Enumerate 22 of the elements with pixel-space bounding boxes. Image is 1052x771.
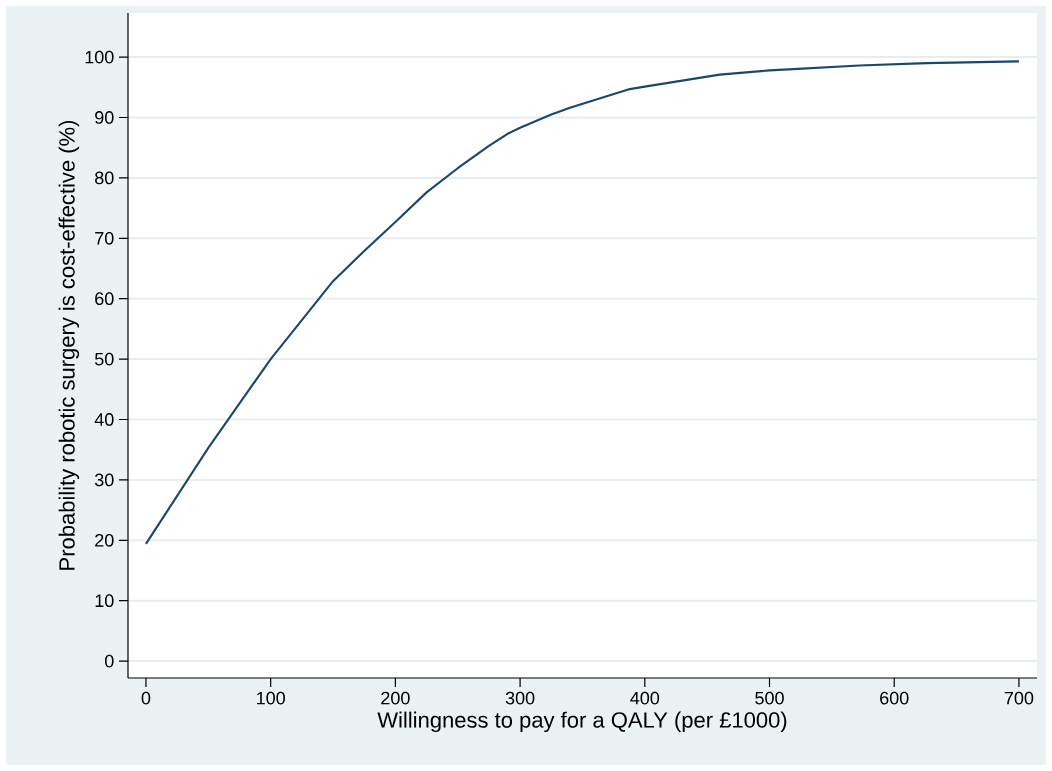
y-tick-label: 10	[95, 594, 114, 608]
y-tick-label: 40	[94, 413, 114, 426]
x-axis-title: Willingness to pay for a QALY (per £1000)	[377, 711, 787, 733]
y-tick-label: 70	[95, 231, 114, 245]
x-tick-label: 600	[880, 691, 909, 705]
y-tick-label: 50	[94, 352, 114, 366]
x-tick-label: 400	[630, 691, 660, 705]
line-series	[144, 60, 1020, 545]
y-tick-label: 20	[95, 533, 114, 547]
x-tick-label: 200	[381, 691, 410, 705]
y-tick-label: 80	[95, 171, 114, 185]
x-tick-label: 700	[1004, 691, 1034, 705]
y-tick-label: 60	[95, 292, 114, 306]
x-tick-label: 0	[141, 691, 151, 705]
y-tick-label: 0	[104, 654, 114, 668]
x-tick-label: 100	[257, 691, 285, 705]
x-tick-label: 500	[755, 691, 784, 705]
y-tick-label: 30	[94, 473, 114, 487]
y-axis-title: Probability robotic surgery is cost-effective (%)	[58, 120, 80, 570]
y-tick-label: 90	[95, 111, 114, 124]
x-tick-label: 300	[505, 691, 535, 705]
y-tick-label: 100	[85, 50, 114, 64]
